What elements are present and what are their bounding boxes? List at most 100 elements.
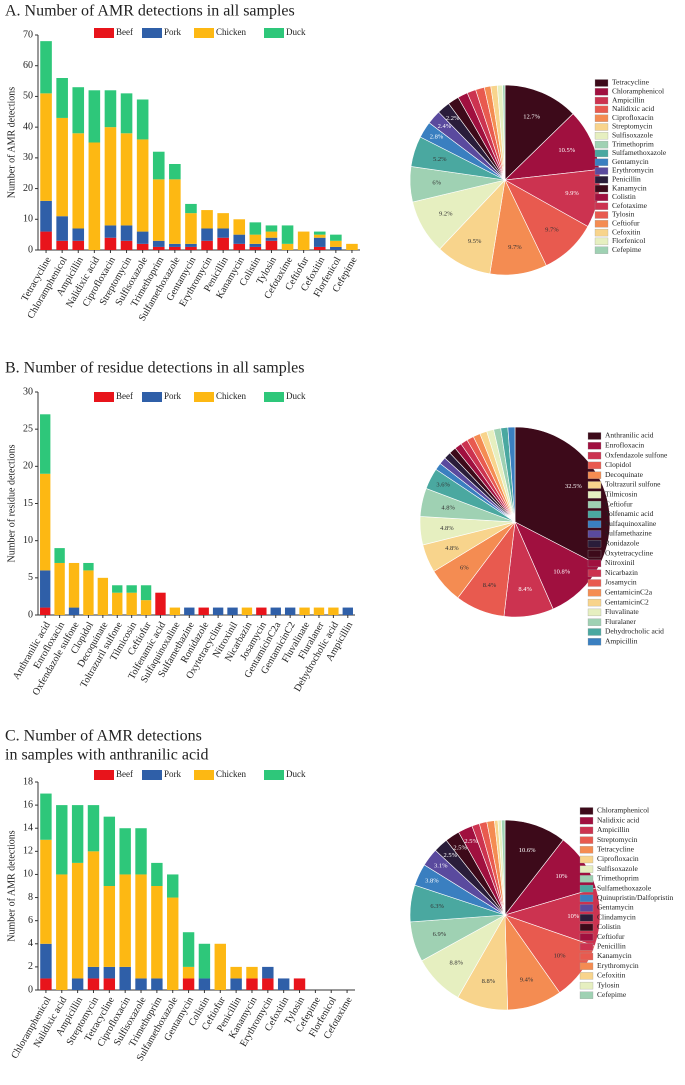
- bar-segment: [249, 246, 262, 250]
- slice-label: 10.8%: [553, 568, 570, 575]
- bar-segment: [184, 607, 195, 615]
- y-tick-label: 5: [28, 572, 33, 583]
- pie-slice: [507, 426, 516, 523]
- legend-label: Nitroxinil: [605, 558, 635, 567]
- slice-label: 9.9%: [565, 190, 579, 197]
- bar-segment: [217, 213, 229, 229]
- bar-segment: [167, 897, 179, 990]
- bar-segment: [262, 966, 274, 979]
- bar-segment: [120, 133, 133, 226]
- legend-swatch: [579, 933, 594, 941]
- legend-swatch: [579, 991, 594, 999]
- legend-label: Duck: [286, 769, 306, 779]
- bar-segment: [126, 585, 137, 593]
- y-tick-label: 14: [23, 823, 33, 834]
- bar-segment: [97, 577, 109, 615]
- legend-swatch: [587, 559, 602, 568]
- bar-segment: [169, 179, 181, 244]
- legend-label: Trimethoprim: [612, 139, 654, 148]
- bar-segment: [328, 607, 339, 615]
- slice-label: 9.4%: [520, 976, 534, 983]
- legend-swatch: [142, 392, 162, 402]
- legend-swatch: [587, 500, 602, 509]
- legend-label: Colistin: [612, 192, 636, 201]
- bar-segment: [233, 219, 246, 235]
- bar-segment: [136, 99, 149, 140]
- bar-segment: [152, 151, 165, 180]
- bar-segment: [120, 93, 133, 134]
- bar-segment: [40, 839, 52, 944]
- legend-label: Ampicillin: [612, 95, 645, 104]
- slice-label: 10%: [556, 873, 569, 880]
- bar-segment: [201, 228, 213, 241]
- bar-segment: [299, 607, 310, 615]
- bar-segment: [249, 243, 262, 247]
- bar-segment: [182, 966, 195, 979]
- legend-swatch: [594, 132, 609, 140]
- legend-label: Ampicillin: [597, 825, 630, 834]
- bar-segment: [265, 237, 278, 241]
- bar-segment: [201, 240, 213, 250]
- legend-swatch: [579, 884, 594, 893]
- legend-label: Dehydrocholic acid: [605, 627, 664, 636]
- slice-label: 10.6%: [519, 847, 536, 854]
- legend-swatch: [579, 855, 594, 864]
- legend-swatch: [587, 520, 602, 528]
- bar-segment: [246, 966, 258, 979]
- legend-swatch: [142, 770, 162, 780]
- bar-segment: [56, 216, 68, 241]
- legend-swatch: [594, 228, 609, 237]
- bar-segment: [104, 127, 117, 226]
- legend-swatch: [579, 972, 594, 980]
- slice-label: 2.5%: [444, 852, 458, 859]
- legend-swatch: [587, 549, 602, 558]
- bar-segment: [217, 228, 229, 238]
- bar-segment: [40, 943, 52, 979]
- bar-segment: [152, 179, 165, 241]
- bar-segment: [155, 592, 166, 615]
- legend-label: GentamicinC2a: [605, 588, 653, 597]
- bar-segment: [119, 874, 131, 967]
- legend-swatch: [594, 123, 609, 131]
- y-tick-label: 10: [23, 214, 33, 225]
- bar-segment: [87, 805, 100, 852]
- bar-segment: [83, 562, 94, 571]
- y-tick-label: 18: [23, 776, 33, 787]
- legend-label: Ampicillin: [605, 637, 638, 646]
- slice-label: 10.5%: [558, 147, 575, 154]
- legend-swatch: [587, 530, 602, 538]
- bar-segment: [135, 978, 147, 990]
- legend-label: Tetracycline: [597, 845, 635, 854]
- slice-label: 3.6%: [436, 482, 450, 489]
- legend-label: Sulfisoxazole: [597, 864, 638, 873]
- legend-swatch: [587, 579, 602, 587]
- legend-label: Fluvalinate: [605, 607, 639, 616]
- legend-label: Tylosin: [597, 980, 620, 989]
- bar-segment: [182, 932, 195, 967]
- slice-label: 2.2%: [446, 115, 460, 122]
- slice-label: 8.8%: [449, 959, 463, 966]
- bar-segment: [71, 805, 84, 863]
- slice-label: 9.5%: [468, 238, 482, 245]
- legend-swatch: [194, 28, 214, 38]
- legend-swatch: [587, 491, 602, 499]
- legend-swatch: [594, 211, 609, 219]
- slice-label: 4.8%: [440, 525, 454, 532]
- y-tick-label: 16: [23, 799, 33, 810]
- legend-label: Duck: [286, 27, 306, 37]
- legend-label: Fluralaner: [605, 617, 636, 626]
- y-tick-label: 25: [23, 423, 33, 434]
- legend-swatch: [587, 432, 602, 440]
- legend-label: Oxytetracycline: [605, 548, 654, 557]
- bar-segment: [270, 607, 281, 615]
- legend-swatch: [594, 193, 609, 202]
- bar-segment: [56, 874, 68, 990]
- legend-swatch: [264, 28, 284, 38]
- slice-label: 8.4%: [483, 582, 497, 589]
- bar-segment: [169, 246, 181, 250]
- bar-segment: [185, 203, 197, 214]
- legend-label: Ciprofloxacin: [612, 113, 654, 122]
- legend-swatch: [579, 865, 594, 873]
- bar-segment: [330, 246, 342, 250]
